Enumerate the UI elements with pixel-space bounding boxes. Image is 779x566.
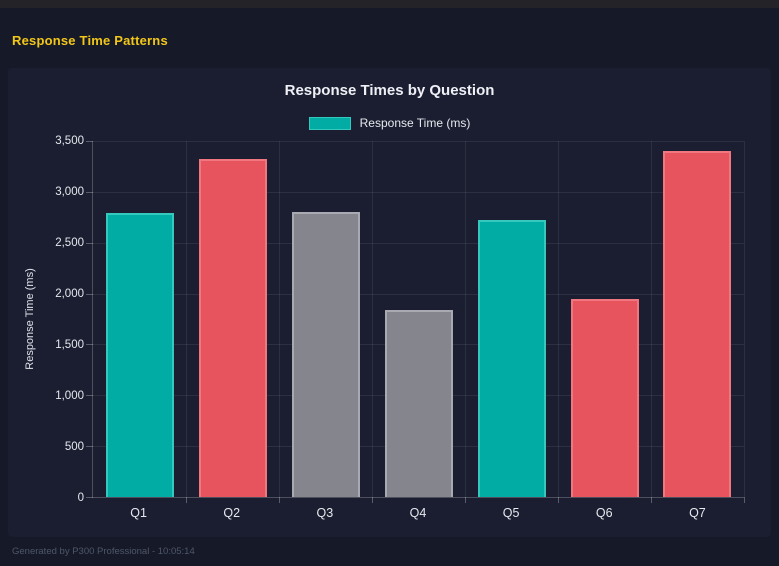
bar-q4 <box>384 309 453 497</box>
footer-status-text: Generated by P300 Professional - 10:05:1… <box>12 546 195 557</box>
bar-q1 <box>105 212 174 497</box>
bar-q3 <box>291 211 360 497</box>
y-tick-label: 0 <box>77 492 84 504</box>
x-axis-tick <box>651 497 652 503</box>
page-title: Response Time Patterns <box>12 33 168 48</box>
y-axis-tick-labels: 0 500 1,000 1,500 2,000 2,500 3,000 3,500 <box>8 135 84 504</box>
bar-q5 <box>477 219 546 497</box>
y-tick-label: 3,500 <box>55 135 84 147</box>
x-tick-label: Q7 <box>689 506 706 520</box>
y-tick-label: 2,500 <box>55 237 84 249</box>
y-tick-label: 1,500 <box>55 339 84 351</box>
x-axis-tick <box>465 497 466 503</box>
y-axis-tick <box>86 497 93 498</box>
x-axis-tick <box>558 497 559 503</box>
x-axis-tick <box>186 497 187 503</box>
gridline-vertical <box>372 141 373 497</box>
x-tick-label: Q6 <box>595 506 613 520</box>
window-top-strip <box>0 0 779 8</box>
chart-panel: Response Times by Question Response Time… <box>8 68 771 537</box>
y-axis-tick <box>86 344 93 346</box>
x-axis-tick <box>279 497 280 503</box>
x-axis-tick <box>744 497 745 503</box>
gridline-vertical <box>651 141 652 497</box>
y-axis-tick <box>86 141 93 142</box>
gridline-vertical <box>744 141 745 497</box>
gridline-vertical <box>279 141 280 497</box>
gridline-horizontal <box>93 141 744 142</box>
y-axis-tick <box>86 293 93 295</box>
chart-legend: Response Time (ms) <box>8 116 771 130</box>
x-axis-tick <box>372 497 373 503</box>
bar-q2 <box>198 159 267 497</box>
bar-q6 <box>570 298 639 497</box>
gridline-horizontal <box>93 293 744 295</box>
x-tick-label: Q1 <box>130 506 147 520</box>
legend-label: Response Time (ms) <box>359 116 471 130</box>
plot-area <box>86 141 745 503</box>
y-tick-label: 500 <box>64 441 84 453</box>
gridline-vertical <box>186 141 187 497</box>
x-tick-label: Q3 <box>316 506 334 520</box>
y-tick-label: 3,000 <box>55 186 84 198</box>
gridline-horizontal <box>93 242 744 244</box>
y-axis-tick <box>86 446 93 448</box>
gridline-vertical <box>465 141 466 497</box>
legend-swatch <box>308 116 351 130</box>
y-tick-label: 1,000 <box>55 390 84 402</box>
x-tick-label: Q4 <box>409 506 427 520</box>
y-axis-tick <box>86 395 93 397</box>
bar-q7 <box>663 150 732 497</box>
gridline-horizontal <box>93 191 744 193</box>
x-tick-label: Q5 <box>502 506 520 520</box>
y-tick-label: 2,000 <box>55 288 84 300</box>
x-tick-label: Q2 <box>223 506 241 520</box>
x-axis-tick-labels: Q1 Q2 Q3 Q4 Q5 Q6 Q7 <box>92 506 744 524</box>
y-axis-tick <box>86 191 93 193</box>
gridline-vertical <box>558 141 559 497</box>
chart-title: Response Times by Question <box>284 82 495 99</box>
y-axis-tick <box>86 242 93 244</box>
